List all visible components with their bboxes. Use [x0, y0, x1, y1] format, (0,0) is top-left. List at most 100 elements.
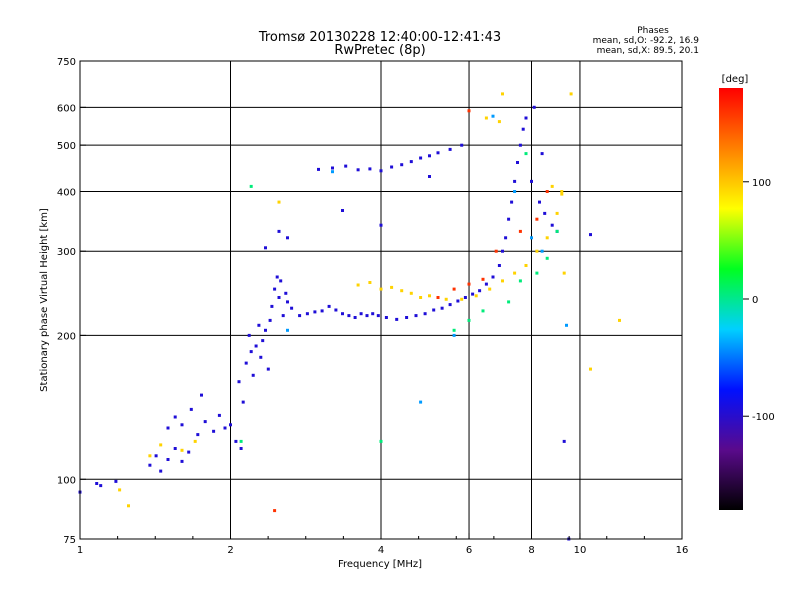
data-point [281, 314, 285, 318]
data-point [562, 271, 566, 275]
data-point [244, 361, 248, 365]
data-point [460, 297, 464, 301]
colorbar-tick-label: 0 [752, 295, 758, 306]
x-tick-label: 10 [574, 545, 587, 556]
data-point [249, 184, 253, 188]
data-point [481, 309, 485, 313]
colorbar-tick-label: 100 [752, 178, 771, 189]
data-point [114, 479, 118, 483]
data-point [275, 275, 279, 279]
data-point [432, 308, 436, 312]
data-point [419, 156, 423, 160]
y-tick-label: 750 [57, 57, 76, 68]
data-point [259, 355, 263, 359]
data-point [452, 328, 456, 332]
data-point [540, 249, 544, 253]
data-point [452, 287, 456, 291]
data-point [148, 454, 152, 458]
data-point [530, 179, 533, 183]
data-point [428, 154, 431, 158]
data-point [334, 308, 338, 312]
data-point [379, 287, 383, 291]
data-point [148, 463, 152, 467]
data-point [524, 116, 528, 120]
data-point [484, 116, 488, 120]
phase-stats-o: mean, sd,O: -92.2, 16.9 [593, 36, 700, 46]
data-point [395, 317, 399, 321]
data-point [359, 312, 363, 316]
data-point [565, 323, 568, 327]
data-point [532, 105, 536, 109]
data-point [478, 289, 482, 293]
data-point [268, 318, 272, 322]
data-point [555, 211, 559, 215]
data-point [277, 229, 281, 233]
y-axis-ticks: 75 100 200 300 400 500 600 750 [57, 57, 86, 546]
data-point [501, 279, 504, 283]
data-point [513, 190, 517, 193]
data-point [284, 291, 288, 295]
y-tick-label: 600 [57, 103, 76, 114]
data-point [353, 316, 357, 319]
colorbar-tick-label: -100 [752, 412, 775, 423]
data-point [409, 160, 413, 164]
data-point [166, 426, 170, 430]
data-point [471, 292, 475, 296]
data-point [540, 152, 544, 156]
data-point [203, 420, 207, 424]
data-point [545, 190, 549, 193]
data-point [545, 236, 549, 240]
data-point [497, 120, 501, 124]
colorbar [719, 88, 743, 510]
data-point [189, 407, 193, 411]
data-point [118, 488, 122, 492]
data-point [484, 282, 488, 286]
data-point [379, 439, 383, 443]
data-point [127, 504, 130, 508]
data-point [298, 314, 302, 318]
chart-title: Tromsø 20130228 12:40:00-12:41:43 [258, 30, 501, 45]
data-point [368, 167, 372, 171]
data-points [78, 92, 621, 541]
data-point [504, 236, 508, 240]
colorbar-label: [deg] [722, 74, 749, 85]
data-point [371, 312, 375, 316]
data-point [530, 236, 533, 240]
data-point [273, 509, 277, 513]
data-point [317, 167, 320, 171]
data-point [229, 423, 232, 427]
data-point [212, 429, 216, 433]
data-point [481, 277, 485, 281]
data-point [251, 373, 255, 377]
data-point [166, 458, 170, 461]
data-point [456, 299, 460, 303]
data-point [159, 469, 163, 473]
data-point [266, 367, 270, 371]
data-point [341, 209, 344, 212]
data-point [180, 448, 184, 452]
data-point [513, 179, 517, 183]
data-point [347, 314, 351, 318]
data-point [524, 264, 528, 267]
data-point [467, 282, 471, 286]
data-point [286, 236, 289, 240]
data-point [535, 249, 539, 253]
data-point [448, 147, 452, 151]
data-point [405, 316, 409, 319]
data-point [440, 306, 444, 310]
grid-lines [80, 61, 682, 539]
y-tick-label: 400 [57, 187, 76, 198]
data-point [550, 184, 554, 188]
data-point [290, 306, 294, 310]
data-point [460, 143, 464, 147]
data-point [313, 310, 317, 314]
data-point [419, 400, 423, 404]
chart-subtitle: RwPretec (8p) [334, 43, 425, 58]
data-point [368, 281, 372, 284]
data-point [400, 289, 404, 293]
data-point [518, 143, 522, 147]
data-point [173, 447, 177, 450]
data-point [521, 127, 525, 131]
